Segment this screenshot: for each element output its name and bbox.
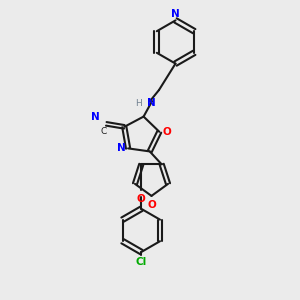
Text: N: N	[171, 9, 180, 19]
Text: N: N	[117, 143, 126, 153]
Text: H: H	[135, 99, 142, 108]
Text: O: O	[162, 127, 171, 137]
Text: N: N	[91, 112, 100, 122]
Text: C: C	[101, 128, 107, 136]
Text: O: O	[147, 200, 156, 209]
Text: N: N	[147, 98, 156, 109]
Text: O: O	[137, 194, 146, 203]
Text: Cl: Cl	[136, 256, 147, 266]
